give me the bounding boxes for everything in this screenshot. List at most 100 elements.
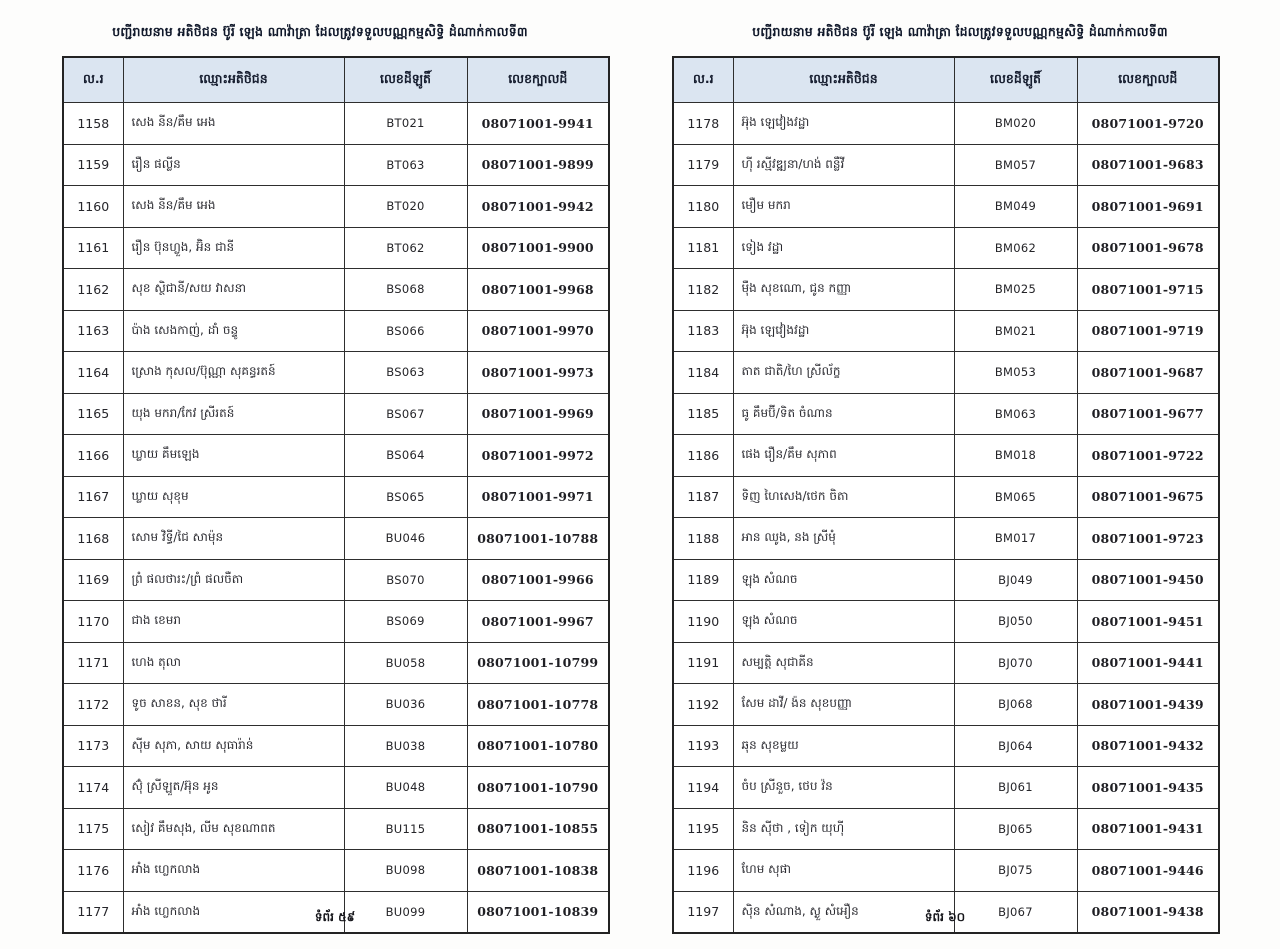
customer-table: ល.រ ឈ្មោះអតិថិជន លេខដីឡូតិ៍ លេខក្បាលដី 1… [62, 56, 610, 934]
table-row: 1179 ហ៊ី រស្មីវឌ្ឍនា/ហង់ ពន្លឺវី BM057 0807… [672, 143, 1220, 186]
page-number: ទំព័រ ៥៩ [314, 910, 356, 924]
table-row: 1186 ផេង រឿន/គឹម សុភាព BM018 08071001-9722 [672, 434, 1220, 477]
table-row: 1166 ឃ្លាយ គឹមឡេង BS064 08071001-9972 [62, 434, 610, 477]
header-parcel-number: លេខក្បាលដី [1076, 56, 1220, 103]
cell-no: 1163 [62, 309, 124, 352]
cell-lot: BU048 [343, 766, 468, 809]
cell-parcel: 08071001-10790 [466, 766, 610, 809]
cell-lot: BT062 [343, 226, 468, 269]
cell-no: 1159 [62, 143, 124, 186]
cell-no: 1180 [672, 185, 734, 228]
cell-no: 1173 [62, 724, 124, 767]
table-row: 1178 អ៊ុង ឡេវៀងវដ្ឋា BM020 08071001-9720 [672, 102, 1220, 145]
cell-no: 1167 [62, 475, 124, 518]
cell-parcel: 08071001-9972 [466, 434, 610, 477]
cell-no: 1175 [62, 807, 124, 850]
cell-no: 1186 [672, 434, 734, 477]
table-row: 1181 ទៀង វដ្ឋា BM062 08071001-9678 [672, 226, 1220, 269]
cell-no: 1196 [672, 849, 734, 892]
table-row: 1192 សែម ដាវី/ ង៉ន សុខបញ្ញា BJ068 08071001-… [672, 683, 1220, 726]
cell-no: 1161 [62, 226, 124, 269]
cell-lot: BM021 [953, 309, 1078, 352]
cell-no: 1158 [62, 102, 124, 145]
table-row: 1177 អាំង ហ្លេកលាង BU099 08071001-10839 [62, 890, 610, 934]
cell-no: 1164 [62, 351, 124, 394]
table-row: 1187 ទិញ ហៃសេង/ថេក ចិតា BM065 08071001-9675 [672, 475, 1220, 518]
table-header-row: ល.រ ឈ្មោះអតិថិជន លេខដីឡូតិ៍ លេខក្បាលដី [672, 56, 1220, 103]
table-row: 1193 ឆុន សុខម្លយ BJ064 08071001-9432 [672, 724, 1220, 767]
cell-no: 1177 [62, 890, 124, 934]
cell-name: ប៉ាង សេងកាញ់, ដាំ ចន្ទូ [122, 309, 345, 352]
cell-parcel: 08071001-10778 [466, 683, 610, 726]
cell-name: ឡុង សំណច [732, 600, 955, 643]
table-row: 1172 ទូច សាខន, សុខ ថារី BU036 08071001-1077… [62, 683, 610, 726]
table-row: 1160 សេង នីន/គឹម អេង BT020 08071001-9942 [62, 185, 610, 228]
cell-lot: BM063 [953, 392, 1078, 435]
cell-name: ទិញ ហៃសេង/ថេក ចិតា [732, 475, 955, 518]
cell-no: 1176 [62, 849, 124, 892]
table-row: 1169 ព្រំ ផលថារះ/ព្រំ ផលចឺតា BS070 08071001… [62, 558, 610, 601]
table-row: 1194 ចំប ស្រីនួច, ថេប វ៉ន BJ061 08071001-94… [672, 766, 1220, 809]
cell-no: 1191 [672, 641, 734, 684]
cell-parcel: 08071001-9683 [1076, 143, 1220, 186]
table-row: 1163 ប៉ាង សេងកាញ់, ដាំ ចន្ទូ BS066 08071001… [62, 309, 610, 352]
cell-no: 1185 [672, 392, 734, 435]
cell-name: ទៀង វដ្ឋា [732, 226, 955, 269]
cell-parcel: 08071001-9900 [466, 226, 610, 269]
cell-no: 1184 [672, 351, 734, 394]
cell-lot: BM017 [953, 517, 1078, 560]
cell-lot: BJ065 [953, 807, 1078, 850]
table-row: 1195 និន ស៊ីថា , ទៀក យុហ៊ី BJ065 08071001-9… [672, 807, 1220, 850]
table-row: 1161 រឿន ប៊ុនហ្លួង, អ៊ិន ជានី BT062 0807100… [62, 226, 610, 269]
cell-lot: BM049 [953, 185, 1078, 228]
cell-lot: BJ061 [953, 766, 1078, 809]
cell-lot: BJ075 [953, 849, 1078, 892]
cell-parcel: 08071001-9446 [1076, 849, 1220, 892]
customer-table: ល.រ ឈ្មោះអតិថិជន លេខដីឡូតិ៍ លេខក្បាលដី 1… [672, 56, 1220, 934]
header-no: ល.រ [672, 56, 734, 103]
cell-lot: BT063 [343, 143, 468, 186]
cell-lot: BS067 [343, 392, 468, 435]
cell-parcel: 08071001-9678 [1076, 226, 1220, 269]
cell-lot: BM062 [953, 226, 1078, 269]
cell-parcel: 08071001-9942 [466, 185, 610, 228]
page-60: បញ្ជីរាយនាម អតិថិជន ប៊ូរី ឡេង ណាវ៉ាត្រា … [640, 0, 1280, 949]
cell-no: 1181 [672, 226, 734, 269]
cell-no: 1168 [62, 517, 124, 560]
cell-lot: BM065 [953, 475, 1078, 518]
cell-no: 1160 [62, 185, 124, 228]
table-row: 1175 សៀវ គឹមសុង, លីម សុខណាពត BU115 08071001… [62, 807, 610, 850]
cell-lot: BT020 [343, 185, 468, 228]
cell-name: សម្បត្តិ សុជាគីន [732, 641, 955, 684]
cell-lot: BS069 [343, 600, 468, 643]
cell-name: ធូ គឹមប៊ី/ទិត ចំណាន [732, 392, 955, 435]
cell-name: យុង មករា/កែវ ស្រីរតន៍ [122, 392, 345, 435]
table-row: 1159 រឿន ផល្លីន BT063 08071001-9899 [62, 143, 610, 186]
cell-lot: BS063 [343, 351, 468, 394]
cell-name: ចំប ស្រីនួច, ថេប វ៉ន [732, 766, 955, 809]
cell-name: ព្រំ ផលថារះ/ព្រំ ផលចឺតា [122, 558, 345, 601]
cell-lot: BS065 [343, 475, 468, 518]
cell-name: ឆុន សុខម្លយ [732, 724, 955, 767]
cell-parcel: 08071001-9435 [1076, 766, 1220, 809]
cell-name: ស៊ីម សុភា, សាយ សុធារ៉ាន់ [122, 724, 345, 767]
cell-parcel: 08071001-10855 [466, 807, 610, 850]
cell-parcel: 08071001-9432 [1076, 724, 1220, 767]
cell-name: និន ស៊ីថា , ទៀក យុហ៊ី [732, 807, 955, 850]
cell-no: 1193 [672, 724, 734, 767]
cell-name: ទូច សាខន, សុខ ថារី [122, 683, 345, 726]
cell-lot: BJ049 [953, 558, 1078, 601]
table-row: 1190 ឡុង សំណច BJ050 08071001-9451 [672, 600, 1220, 643]
cell-name: អាំង ហ្លេកលាង [122, 890, 345, 934]
table-row: 1189 ឡុង សំណច BJ049 08071001-9450 [672, 558, 1220, 601]
cell-name: សោម វិទ្ធី/ជៃ សាម៉ុន [122, 517, 345, 560]
cell-no: 1187 [672, 475, 734, 518]
cell-lot: BM053 [953, 351, 1078, 394]
cell-parcel: 08071001-9675 [1076, 475, 1220, 518]
table-row: 1162 សុខ ស្ថិជានី/សយ វាសនា BS068 08071001-9… [62, 268, 610, 311]
table-row: 1183 អ៊ុង ឡេវៀងវដ្ឋា BM021 08071001-9719 [672, 309, 1220, 352]
cell-lot: BJ067 [953, 890, 1078, 934]
cell-parcel: 08071001-9720 [1076, 102, 1220, 145]
header-parcel-number: លេខក្បាលដី [466, 56, 610, 103]
cell-no: 1190 [672, 600, 734, 643]
